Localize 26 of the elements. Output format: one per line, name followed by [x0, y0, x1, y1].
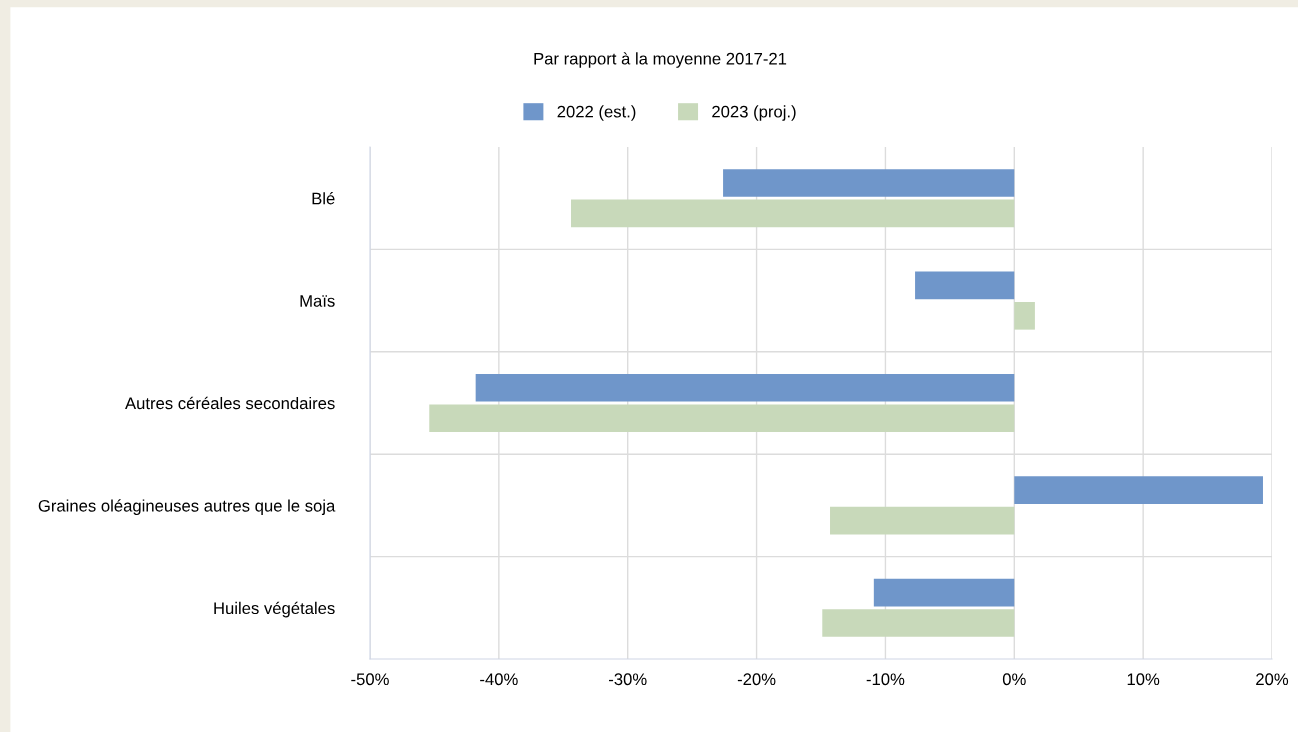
x-tick-label: 10% [1127, 673, 1160, 686]
bar [822, 609, 1015, 637]
bar [571, 199, 1015, 228]
x-tick-label: 20% [1256, 673, 1289, 686]
bar [429, 404, 1015, 433]
y-tick-label: Huiles végétales [214, 601, 335, 618]
bar [475, 373, 1015, 402]
chart-title: Par rapport à la moyenne 2017-21 [534, 52, 787, 68]
x-tick-label: -20% [737, 673, 776, 686]
x-tick-label: -30% [609, 673, 647, 686]
y-tick-label: Autres céréales secondaires [125, 396, 335, 410]
legend-label: 2022 (est.) [557, 105, 636, 121]
bar [830, 506, 1015, 535]
y-tick-label: Graines oléagineuses autres que le soja [38, 499, 336, 515]
bar [723, 169, 1015, 197]
x-tick-label: -40% [480, 673, 518, 686]
bar [915, 271, 1015, 300]
legend-label: 2023 (proj.) [712, 105, 796, 121]
x-tick-label: -50% [351, 673, 389, 686]
x-tick-label: -10% [866, 673, 905, 686]
bar [1014, 301, 1035, 330]
bar [1014, 476, 1263, 505]
y-tick-label: Blé [312, 191, 335, 205]
x-tick-label: 0% [1002, 673, 1026, 686]
bar [873, 578, 1015, 607]
y-tick-label: Maïs [300, 295, 335, 307]
